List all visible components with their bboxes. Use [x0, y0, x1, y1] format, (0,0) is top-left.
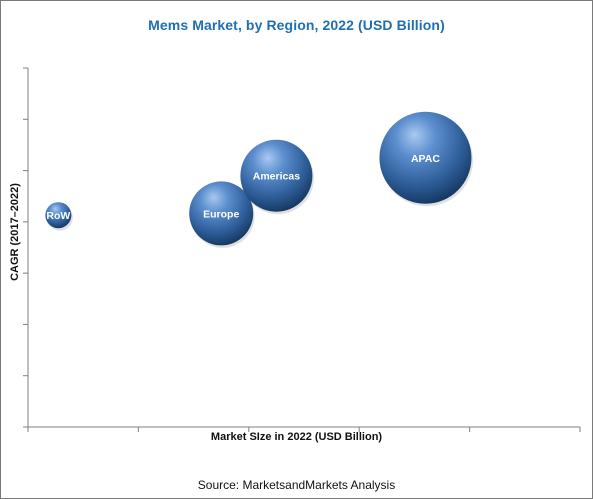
bubble-label-row: RoW — [46, 210, 70, 222]
chart-axes — [23, 67, 581, 432]
bubble-americas — [240, 139, 313, 212]
bubble-apac — [379, 111, 472, 204]
chart-bubbles: RoW Europe Americas APAC — [45, 111, 473, 248]
x-axis-label: Market SIze in 2022 (USD Billion) — [210, 431, 383, 443]
bubble-label-apac: APAC — [411, 153, 440, 165]
source-note: Source: MarketsandMarkets Analysis — [197, 478, 396, 492]
bubble-label-americas: Americas — [253, 171, 300, 183]
bubble-label-europe: Europe — [203, 208, 239, 220]
bubble-row — [45, 202, 72, 229]
bubble-europe — [189, 181, 254, 246]
chart-title: Mems Market, by Region, 2022 (USD Billio… — [148, 17, 445, 33]
